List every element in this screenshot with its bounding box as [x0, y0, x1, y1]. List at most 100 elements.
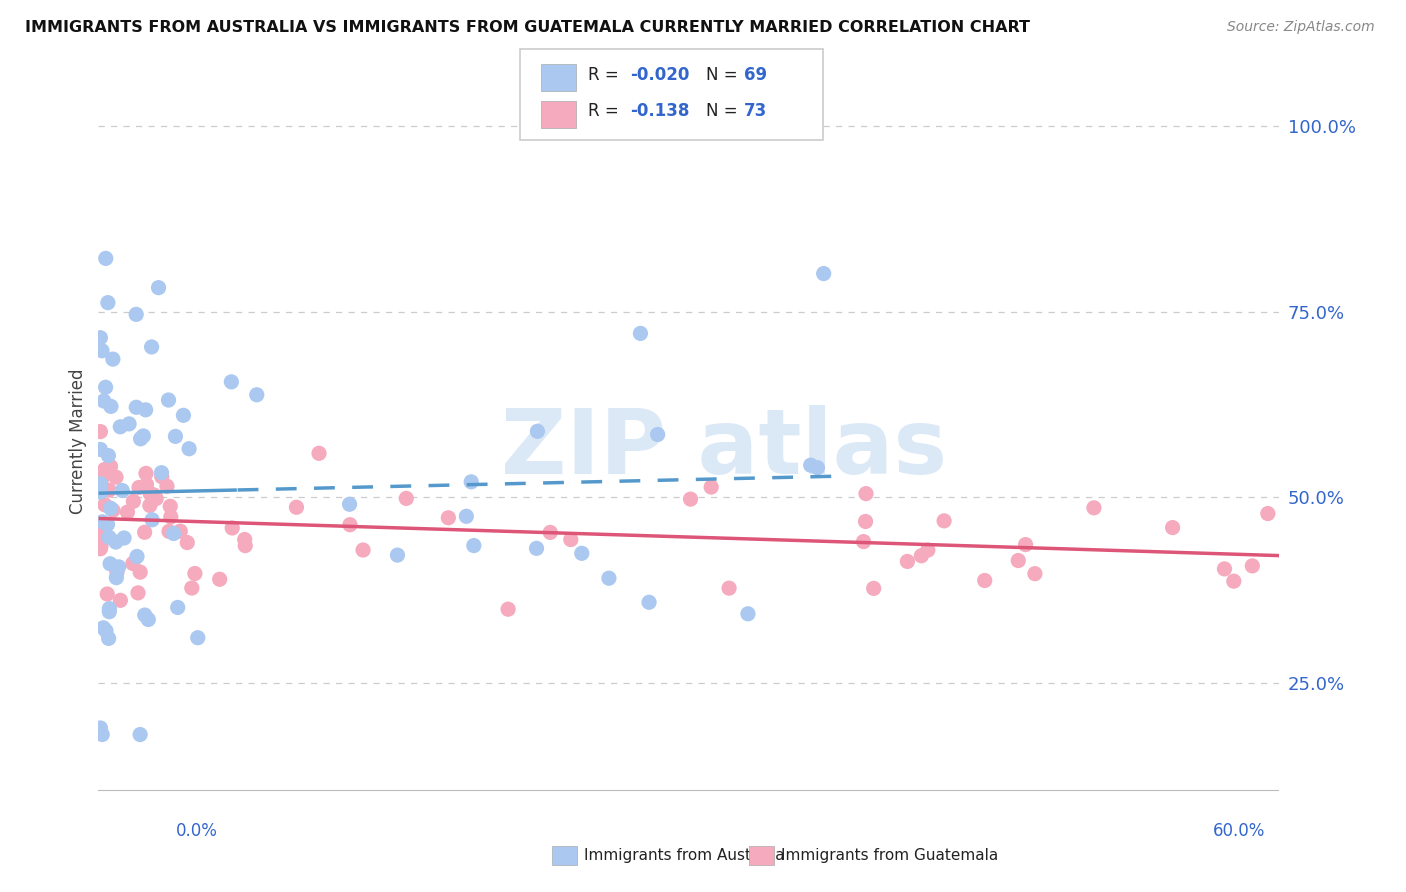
Text: ZIP atlas: ZIP atlas [502, 405, 948, 492]
Point [93, 394, 115, 409]
Point [91, 470, 114, 484]
Point [94, 252, 117, 266]
Point [855, 486, 877, 500]
Point [89, 476, 111, 491]
Point [118, 417, 141, 431]
Point [143, 488, 166, 502]
Point [94, 498, 117, 512]
Point [139, 486, 162, 500]
Point [233, 539, 256, 553]
Point [855, 515, 877, 529]
Point [112, 531, 135, 545]
Point [96, 517, 118, 532]
Point [800, 458, 823, 472]
Point [89, 528, 111, 542]
Text: -0.138: -0.138 [630, 103, 689, 120]
Point [737, 607, 759, 621]
Point [460, 475, 482, 489]
Point [932, 514, 955, 528]
Y-axis label: Currently Married: Currently Married [69, 368, 87, 515]
Point [598, 571, 620, 585]
Point [246, 388, 269, 402]
Point [862, 582, 884, 596]
Point [89, 425, 111, 439]
Point [1161, 520, 1184, 534]
Point [148, 280, 170, 294]
Text: 73: 73 [744, 103, 768, 120]
Point [1014, 538, 1036, 552]
Point [150, 466, 173, 480]
Point [94, 380, 117, 394]
Point [98, 483, 121, 498]
Point [111, 483, 134, 498]
Point [718, 581, 741, 595]
Text: R =: R = [588, 103, 624, 120]
Point [141, 513, 163, 527]
Point [456, 509, 478, 524]
Point [647, 427, 669, 442]
Point [1024, 566, 1046, 581]
Point [813, 267, 835, 281]
Point [93, 482, 115, 496]
Point [172, 409, 194, 423]
Point [98, 530, 121, 544]
Point [630, 326, 652, 341]
Point [526, 541, 548, 556]
Point [98, 605, 121, 619]
Point [110, 419, 132, 434]
Point [162, 526, 184, 541]
Point [917, 543, 939, 558]
Text: R =: R = [588, 66, 624, 84]
Point [806, 460, 828, 475]
Point [105, 566, 128, 580]
Point [97, 449, 120, 463]
Point [98, 601, 121, 615]
Point [159, 500, 181, 514]
Point [910, 549, 932, 563]
Point [169, 524, 191, 538]
Point [104, 470, 127, 484]
Point [145, 491, 167, 506]
Point [679, 492, 702, 507]
Text: Source: ZipAtlas.com: Source: ZipAtlas.com [1227, 20, 1375, 34]
Point [177, 442, 200, 456]
Point [107, 559, 129, 574]
Point [89, 442, 111, 457]
Point [308, 446, 330, 460]
Point [973, 574, 995, 588]
Point [852, 534, 875, 549]
Point [187, 631, 209, 645]
Point [571, 546, 593, 560]
Point [104, 535, 127, 549]
Point [94, 624, 117, 638]
Point [221, 375, 243, 389]
Point [105, 571, 128, 585]
Point [1083, 500, 1105, 515]
Text: Immigrants from Guatemala: Immigrants from Guatemala [782, 848, 998, 863]
Point [97, 632, 120, 646]
Point [122, 494, 145, 508]
Point [90, 485, 112, 500]
Point [221, 521, 243, 535]
Point [560, 533, 582, 547]
Text: -0.020: -0.020 [630, 66, 689, 84]
Point [339, 497, 361, 511]
Point [896, 554, 918, 568]
Point [91, 727, 114, 741]
Text: N =: N = [706, 103, 742, 120]
Point [526, 424, 548, 438]
Point [98, 557, 121, 571]
Point [101, 503, 124, 517]
Point [129, 432, 152, 446]
Point [339, 517, 361, 532]
Text: N =: N = [706, 66, 742, 84]
Point [97, 295, 120, 310]
Point [89, 721, 111, 735]
Point [208, 572, 231, 586]
Point [100, 459, 122, 474]
Point [125, 549, 148, 564]
Point [132, 429, 155, 443]
Point [496, 602, 519, 616]
Point [100, 400, 122, 414]
Point [638, 595, 661, 609]
